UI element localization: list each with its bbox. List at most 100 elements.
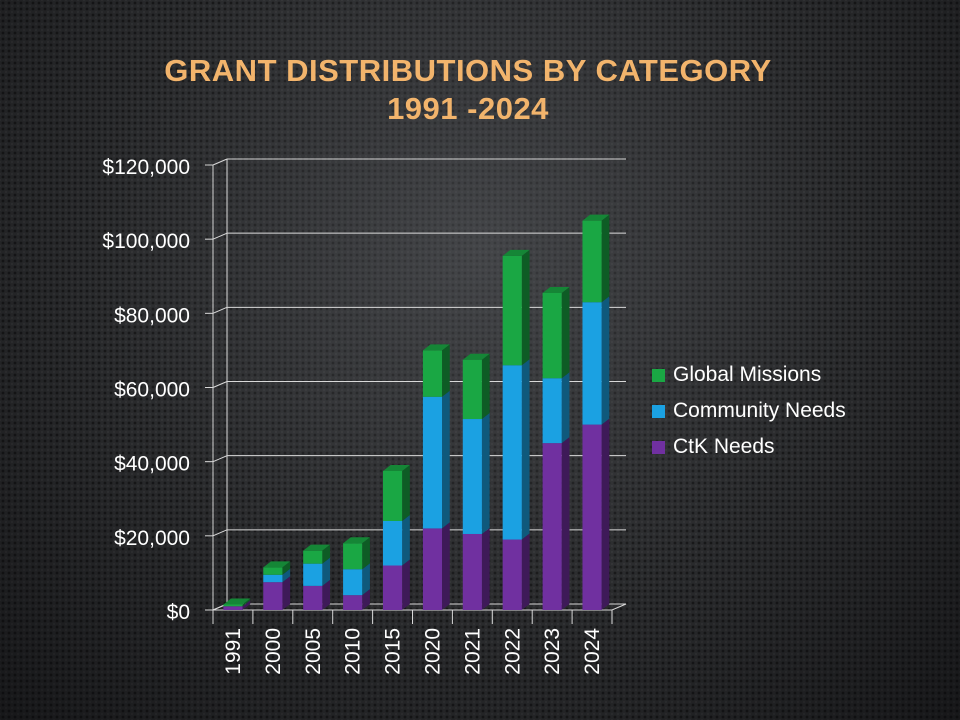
bar-side (322, 579, 331, 610)
chart-title: GRANT DISTRIBUTIONS BY CATEGORY (164, 53, 772, 88)
bar-side (601, 296, 610, 425)
bar-top (462, 353, 490, 360)
legend-swatch (652, 440, 665, 454)
bar-top (382, 464, 410, 471)
bar-top (582, 214, 610, 221)
x-tick-label: 2022 (501, 628, 524, 675)
gridline-side (212, 381, 228, 388)
bar-side (481, 527, 490, 610)
bar-side (521, 249, 530, 366)
bar-segment-community-needs (343, 569, 363, 596)
bar-top (422, 344, 450, 351)
bar-segment-ctk-needs (263, 582, 283, 610)
legend-item: CtK Needs (652, 433, 775, 461)
bar-top (303, 544, 331, 551)
bar-side (561, 437, 570, 610)
x-tick-label: 2020 (421, 628, 444, 675)
x-tick-label: 2015 (382, 628, 405, 675)
bar-segment-ctk-needs (582, 424, 602, 610)
bar-segment-community-needs (462, 419, 482, 534)
bar-segment-global-missions (303, 550, 323, 564)
bar-segment-global-missions (462, 359, 482, 420)
legend-swatch (652, 368, 665, 382)
bar-side (282, 568, 291, 583)
bar-side (402, 559, 410, 610)
x-tick-label: 2021 (461, 628, 484, 675)
bar-side (601, 418, 610, 610)
gridline-side (212, 306, 228, 314)
gridline-side (212, 158, 228, 166)
bar-segment-global-missions (422, 350, 443, 397)
x-tick-label: 2010 (342, 628, 365, 675)
bar-segment-ctk-needs (343, 595, 363, 610)
legend-label: Global Missions (673, 363, 822, 386)
bar-top (542, 286, 570, 293)
bar-side (242, 598, 251, 607)
y-tick-label: $60,000 (114, 379, 190, 402)
bar-segment-community-needs (542, 378, 562, 444)
y-tick-label: $120,000 (102, 156, 190, 179)
legend-swatch (652, 404, 665, 418)
bar-side (561, 372, 570, 444)
bar-side (322, 544, 331, 564)
x-tick-label: 2005 (302, 628, 325, 675)
bar-side (322, 557, 331, 586)
bar-segment-ctk-needs (382, 565, 403, 610)
chart-title-block: GRANT DISTRIBUTIONS BY CATEGORY 1991 -20… (0, 52, 936, 128)
bar-segment-ctk-needs (422, 528, 443, 610)
bar-side (442, 522, 450, 610)
bar-segment-community-needs (303, 563, 323, 586)
bar-side (521, 359, 530, 540)
bar-segment-community-needs (502, 365, 522, 540)
gridline-side (212, 455, 228, 463)
bar-side (362, 563, 370, 596)
bar-segment-ctk-needs (542, 443, 562, 610)
gridline-side (212, 529, 228, 537)
bar-segment-community-needs (263, 574, 283, 583)
bar-side (442, 390, 450, 529)
bar-segment-community-needs (382, 521, 403, 566)
bar-side (402, 464, 410, 521)
legend-label: CtK Needs (673, 435, 775, 458)
y-tick-label: $0 (167, 601, 190, 624)
bar-top (263, 561, 291, 568)
bar-side (282, 576, 291, 610)
bar-top (223, 598, 251, 605)
x-tick-label: 2000 (262, 628, 285, 675)
bar-side (402, 515, 410, 566)
bar-segment-ctk-needs (502, 539, 522, 610)
bar-segment-global-missions (263, 567, 283, 575)
bar-side (561, 286, 570, 379)
bar-segment-global-missions (542, 292, 562, 379)
y-tick-label: $40,000 (114, 453, 190, 476)
bar-side (442, 344, 450, 397)
chart-subtitle: 1991 -2024 (387, 91, 549, 126)
bar-segment-community-needs (422, 396, 443, 529)
bar-side (481, 413, 490, 534)
bar-segment-global-missions (502, 255, 522, 366)
bar-segment-global-missions (582, 220, 602, 303)
legend-item: Community Needs (652, 397, 846, 425)
bar-segment-ctk-needs (223, 606, 243, 610)
y-tick-label: $80,000 (114, 304, 190, 327)
bar-side (481, 353, 490, 420)
bar-segment-global-missions (382, 470, 403, 521)
bar-side (282, 561, 291, 575)
legend-label: Community Needs (673, 399, 846, 422)
bar-segment-global-missions (223, 604, 243, 607)
bar-side (521, 533, 530, 610)
bar-segment-global-missions (343, 543, 363, 570)
x-tick-label: 1991 (222, 628, 245, 675)
y-tick-label: $20,000 (114, 527, 190, 550)
bar-segment-ctk-needs (303, 585, 323, 610)
bar-segment-community-needs (582, 302, 602, 425)
gridline-side (212, 232, 228, 240)
bar-side (362, 589, 370, 610)
bar-top (502, 249, 530, 256)
y-tick-label: $100,000 (102, 230, 190, 253)
bar-segment-ctk-needs (462, 533, 482, 610)
bar-side (601, 214, 610, 303)
legend-item: Global Missions (652, 361, 821, 389)
bar-side (242, 600, 251, 610)
